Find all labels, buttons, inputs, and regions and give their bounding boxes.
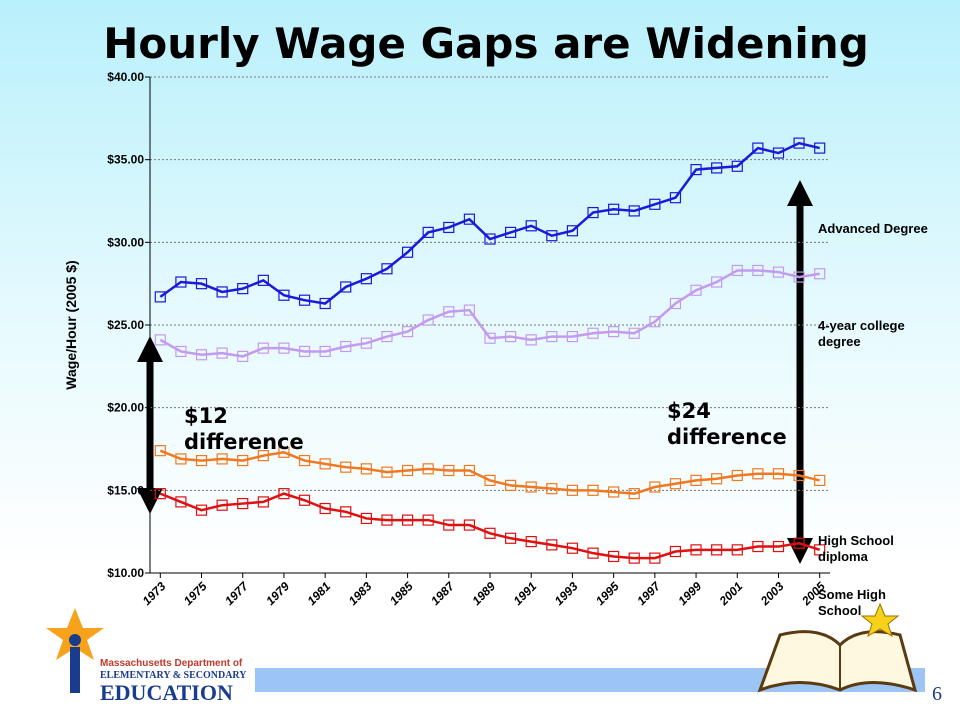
x-tick-label: 1975 (181, 579, 210, 608)
series-label: 4-year college degree (818, 318, 933, 350)
y-tick-label: $10.00 (107, 566, 144, 580)
x-tick-label: 1981 (304, 579, 333, 608)
y-tick-label: $25.00 (107, 318, 144, 332)
series-label: Advanced Degree (818, 221, 958, 237)
x-tick-label: 1983 (346, 579, 375, 608)
x-tick-label: 1979 (263, 579, 292, 608)
x-tick-label: 2001 (716, 579, 746, 609)
org-line1: Massachusetts Department of (100, 658, 243, 669)
y-tick-label: $15.00 (107, 483, 144, 497)
page-number: 6 (932, 683, 942, 705)
logo (46, 608, 104, 693)
x-tick-label: 1989 (469, 579, 498, 608)
x-tick-label: 2003 (757, 579, 787, 609)
series-line (160, 451, 819, 494)
chart: Hourly Wage Gaps are Widening Wage/Hour … (0, 0, 960, 706)
x-tick-label: 1985 (387, 579, 416, 608)
y-tick-label: $40.00 (107, 70, 144, 84)
x-tick-label: 1997 (634, 578, 664, 608)
x-tick-label: 1977 (222, 578, 252, 608)
arrow-right (787, 180, 813, 564)
x-tick-label: 1993 (552, 579, 581, 608)
x-tick-label: 1987 (428, 578, 458, 608)
series-label: Some High School (818, 587, 908, 619)
annotation: $12 difference (184, 403, 314, 455)
x-tick-label: 1973 (140, 579, 169, 608)
series-label: High School diploma (818, 533, 928, 565)
y-axis-label: Wage/Hour (2005 $) (63, 260, 79, 389)
x-tick-label: 1991 (511, 579, 540, 608)
slide: Hourly Wage Gaps are Widening Wage/Hour … (0, 0, 960, 706)
org-line3: EDUCATION (100, 680, 233, 705)
chart-title: Hourly Wage Gaps are Widening (103, 19, 869, 68)
x-tick-label: 1999 (675, 579, 704, 608)
series-line (160, 494, 819, 558)
annotation: $24 difference (667, 398, 797, 450)
x-tick-label: 1995 (593, 579, 622, 608)
y-tick-label: $30.00 (107, 235, 144, 249)
y-tick-label: $35.00 (107, 153, 144, 167)
y-tick-label: $20.00 (107, 401, 144, 415)
